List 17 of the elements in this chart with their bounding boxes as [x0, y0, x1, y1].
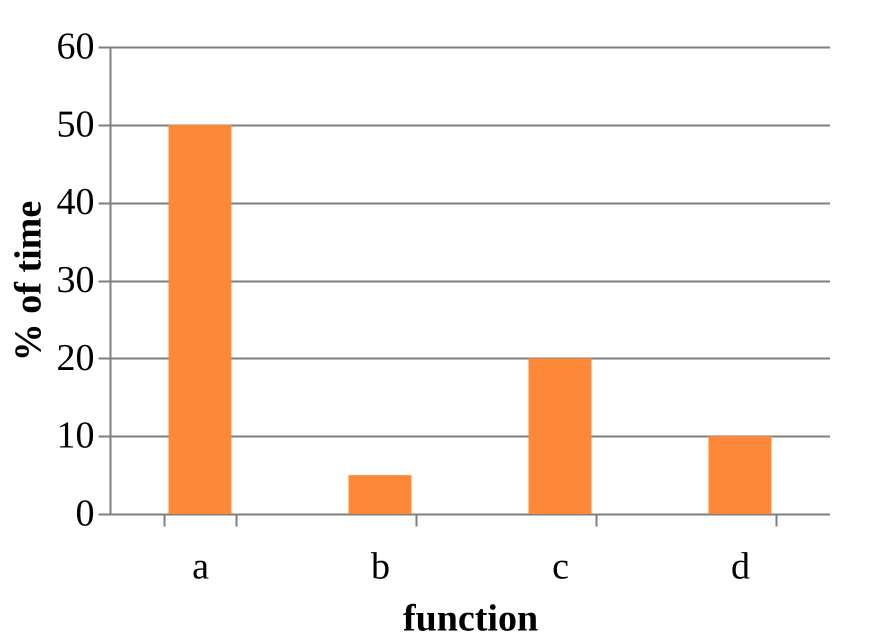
y-axis-title: % of time	[8, 200, 50, 362]
y-tick-label: 20	[56, 336, 94, 379]
y-tick-label: 30	[56, 259, 94, 301]
x-tick-label: d	[731, 546, 750, 588]
bar	[708, 436, 772, 514]
x-tick-label: a	[192, 546, 210, 588]
x-axis-title: function	[402, 598, 538, 640]
bar	[168, 124, 232, 514]
y-tick-label: 60	[56, 26, 94, 68]
y-tick-label: 10	[56, 414, 94, 457]
bar	[348, 475, 412, 514]
y-tick-label: 40	[56, 181, 94, 224]
x-tick-label: b	[371, 546, 390, 588]
x-tick-label: c	[552, 546, 569, 588]
y-tick-label: 0	[76, 492, 94, 534]
y-tick-label: 50	[56, 103, 94, 146]
bar	[528, 358, 592, 514]
